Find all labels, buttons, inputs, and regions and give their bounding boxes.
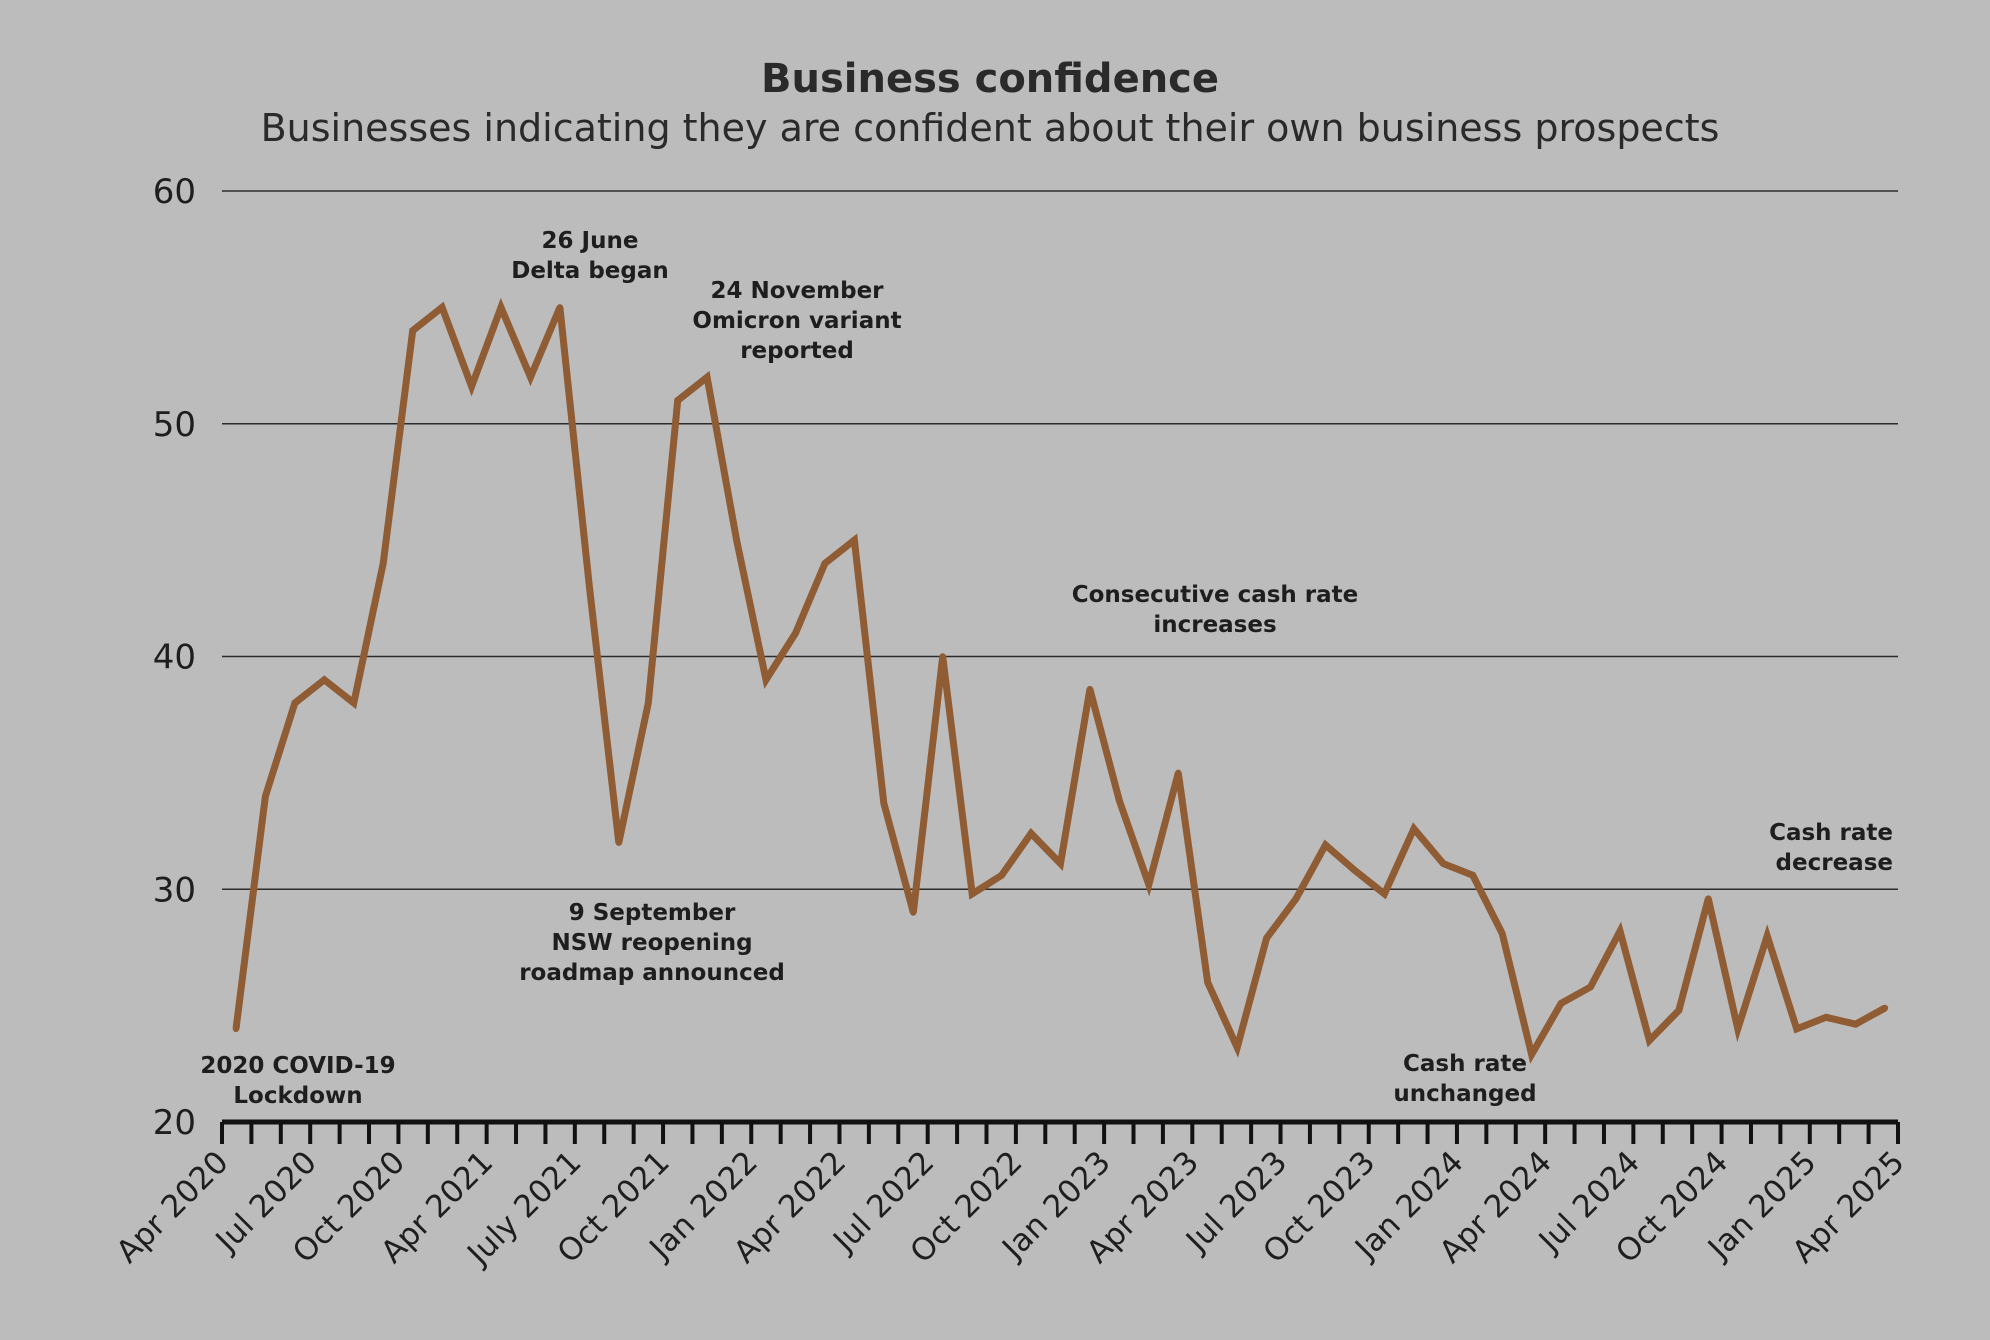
annotation: Consecutive cash rate increases: [1072, 582, 1359, 638]
data-point: [762, 676, 770, 683]
data-point: [1822, 1014, 1830, 1021]
data-point: [1410, 825, 1418, 832]
data-point: [409, 327, 416, 334]
data-point: [998, 872, 1005, 879]
annotation-line: 2020 COVID-19: [200, 1053, 395, 1079]
data-point: [821, 560, 829, 567]
data-point: [1646, 1037, 1653, 1044]
data-point: [1852, 1021, 1859, 1028]
data-point: [232, 1025, 240, 1033]
data-point: [1734, 1025, 1741, 1033]
data-point: [1322, 841, 1329, 849]
annotation: 9 September NSW reopening roadmap announce…: [519, 900, 785, 986]
annotation-line: Lockdown: [233, 1083, 362, 1109]
data-point: [1440, 860, 1447, 867]
annotation: 24 November Omicron variant reported: [692, 278, 901, 364]
data-point: [556, 304, 564, 311]
data-point: [1027, 830, 1035, 837]
data-point: [1233, 1044, 1241, 1051]
series-layer: [232, 297, 1889, 1064]
data-point: [733, 536, 740, 544]
annotation: 26 June Delta began: [511, 228, 669, 284]
annotation-line: increases: [1153, 612, 1276, 638]
data-point: [792, 630, 799, 637]
y-tick-label: 50: [153, 405, 196, 445]
data-point: [438, 304, 446, 311]
data-point: [910, 909, 917, 916]
data-point: [1057, 860, 1064, 867]
data-point: [262, 792, 269, 800]
annotation-line: NSW reopening: [551, 930, 752, 956]
series-line: [232, 297, 1887, 1064]
y-tick-label: 60: [153, 172, 196, 212]
chart-title: Business confidence: [761, 56, 1219, 102]
data-point: [1764, 932, 1771, 939]
data-point: [851, 536, 858, 544]
y-tick-label: 20: [153, 1103, 196, 1143]
annotation-line: roadmap announced: [519, 960, 785, 986]
data-point: [1351, 867, 1359, 874]
data-point: [1204, 979, 1211, 986]
annotation: Cash rate unchanged: [1393, 1051, 1536, 1107]
data-point: [968, 890, 976, 898]
data-point: [1557, 1000, 1565, 1007]
annotation-line: Omicron variant: [692, 308, 901, 334]
y-tick-label: 40: [153, 638, 196, 678]
annotation-line: 26 June: [542, 228, 639, 254]
data-point: [527, 374, 534, 381]
data-point: [1705, 895, 1712, 902]
data-point: [1086, 685, 1094, 693]
data-point: [1587, 983, 1594, 991]
annotation-line: Consecutive cash rate: [1072, 582, 1359, 608]
annotation: 2020 COVID-19 Lockdown: [200, 1053, 395, 1109]
data-point: [1469, 872, 1476, 879]
annotation-line: unchanged: [1393, 1081, 1536, 1107]
data-point: [1263, 934, 1270, 942]
data-point: [645, 699, 652, 707]
data-point: [939, 653, 946, 660]
data-point: [1145, 881, 1153, 888]
chart-subtitle: Businesses indicating they are confident…: [261, 106, 1720, 150]
x-axis: [220, 1119, 1900, 1144]
y-axis-tick-labels: 20 30 40 50 60: [153, 172, 196, 1143]
annotation-line: Delta began: [511, 258, 669, 284]
annotation-line: decrease: [1776, 850, 1893, 876]
data-point: [615, 839, 623, 846]
y-tick-label: 30: [153, 870, 196, 910]
gridlines: [222, 190, 1898, 891]
annotation-line: 24 November: [710, 278, 884, 304]
data-point: [468, 383, 475, 390]
data-point: [321, 676, 328, 683]
data-point: [350, 699, 357, 707]
data-point: [291, 699, 299, 707]
data-point: [586, 583, 593, 590]
data-point: [1498, 930, 1506, 937]
data-point: [1881, 1004, 1889, 1012]
data-point: [880, 799, 888, 807]
data-point: [1175, 769, 1182, 777]
data-point: [1116, 797, 1123, 805]
annotation-line: reported: [740, 338, 854, 364]
data-point: [1528, 1051, 1535, 1058]
annotation-line: Cash rate: [1769, 820, 1893, 846]
x-tick-label: Apr 2020: [110, 1144, 236, 1270]
data-point: [497, 304, 505, 311]
data-point: [1675, 1007, 1683, 1014]
data-point: [380, 560, 387, 567]
annotation-line: 9 September: [569, 900, 736, 926]
data-point: [1616, 927, 1624, 935]
data-point: [674, 397, 681, 404]
annotation-line: Cash rate: [1403, 1051, 1527, 1077]
data-point: [1381, 890, 1388, 898]
data-point: [703, 374, 711, 381]
annotation: Cash rate decrease: [1769, 820, 1893, 876]
data-point: [1292, 895, 1300, 902]
data-point: [1793, 1025, 1800, 1033]
